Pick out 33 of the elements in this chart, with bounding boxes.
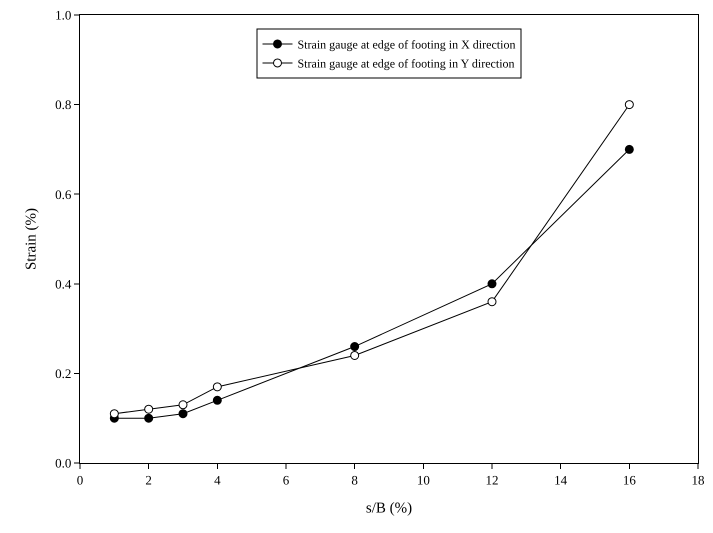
y-axis-title: Strain (%) [23, 208, 40, 270]
x-tick-label: 4 [214, 472, 222, 488]
x-tick-label: 8 [351, 472, 358, 488]
x-tick-label: 0 [76, 472, 84, 488]
x-tick-label: 16 [622, 472, 636, 488]
point [488, 297, 496, 306]
x-tick-label: 14 [554, 472, 568, 488]
point [144, 404, 154, 414]
point [110, 409, 119, 418]
y-tick-label: 0.8 [55, 97, 72, 112]
point [144, 414, 154, 423]
y-tick-label: 0.0 [55, 456, 72, 471]
point [350, 350, 360, 360]
x-tick-label: 18 [692, 472, 704, 488]
legend-label: Strain gauge at edge of footing in X direction [298, 38, 516, 52]
point [212, 382, 222, 392]
point [488, 279, 496, 288]
legend-label: Strain gauge at edge of footing in Y direction [298, 56, 515, 71]
point [624, 144, 634, 154]
point [178, 400, 188, 410]
x-tick-label: 12 [486, 472, 498, 488]
x-tick-label: 10 [416, 472, 430, 488]
y-tick-label: 0.2 [55, 366, 72, 381]
y-tick-label: 1.0 [55, 8, 72, 23]
point [624, 100, 634, 110]
x-tick-label: 2 [145, 472, 152, 488]
y-tick-label: 0.6 [55, 186, 72, 202]
x-tick-label: 6 [282, 472, 290, 488]
x-axis-title: s/B (%) [366, 500, 412, 517]
point [350, 342, 360, 352]
point [178, 409, 188, 418]
point [212, 396, 222, 405]
y-tick-label: 0.4 [55, 276, 72, 292]
